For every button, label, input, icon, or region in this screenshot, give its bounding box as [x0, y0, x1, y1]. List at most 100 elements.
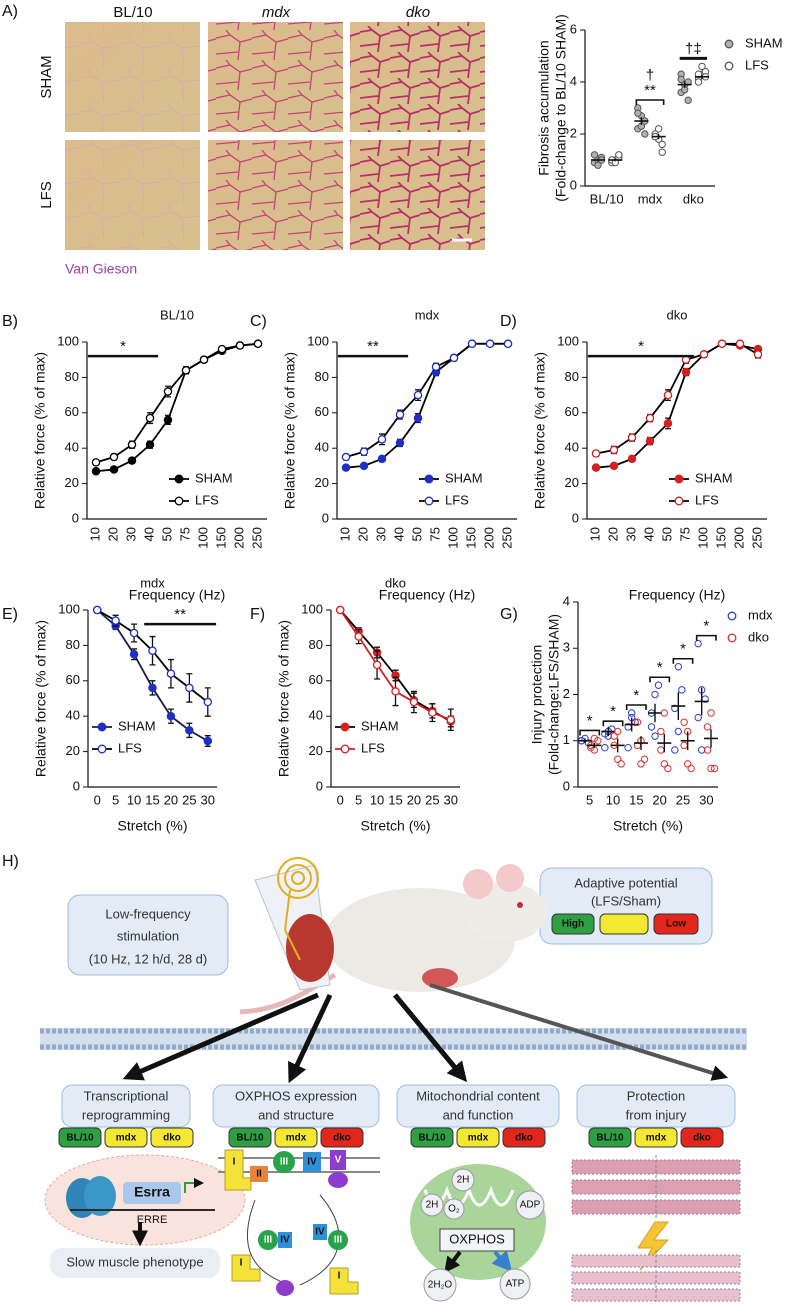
data-point [185, 726, 194, 735]
x-axis-label: Frequency (Hz) [379, 587, 475, 603]
data-point [627, 454, 637, 464]
legend-label: mdx [748, 607, 773, 622]
legend-high [551, 913, 595, 935]
badge [150, 1127, 194, 1148]
y-tick-label: 20 [309, 743, 323, 758]
legend-label: LFS [445, 492, 469, 507]
annotation: ** [644, 82, 656, 99]
data-point [395, 438, 405, 448]
data-point [683, 760, 692, 768]
complex-i [231, 1254, 261, 1282]
data-point [449, 353, 459, 363]
badge [228, 1127, 272, 1148]
annotation: * [120, 338, 126, 355]
annotation: †‡ [685, 40, 702, 57]
data-point [634, 109, 642, 117]
panel-label: H) [2, 853, 19, 870]
badge-label: BL/10 [66, 1133, 94, 1144]
chart-title: BL/10 [160, 307, 194, 322]
complex-v [330, 1150, 346, 1170]
y-tick-label: 100 [58, 601, 80, 616]
diagram-text: 2H [457, 1175, 470, 1186]
stimulation-box [67, 894, 229, 976]
mouse-eye [517, 902, 523, 908]
legend-marker [724, 61, 734, 71]
data-point [694, 639, 702, 648]
data-point [687, 764, 695, 773]
y-tick-label: 80 [65, 369, 79, 384]
annotation: * [703, 618, 709, 635]
x-tick-label: 40 [391, 527, 406, 541]
y-tick-label: 0 [563, 778, 570, 793]
bracket [625, 704, 647, 710]
data-point [640, 755, 649, 763]
x-tick-label: 15 [388, 792, 402, 807]
molecule [451, 1168, 475, 1192]
badge-label: mdx [468, 1133, 489, 1144]
chart-title: mdx [140, 575, 165, 590]
y-tick-label: 0 [72, 510, 79, 525]
bracket [602, 720, 624, 727]
complex-label: I [338, 1271, 341, 1282]
data-point [591, 463, 601, 472]
legend-label: SHAM [195, 470, 233, 485]
x-tick-label: 5 [355, 792, 362, 807]
data-point [148, 683, 157, 693]
bracket [672, 657, 694, 664]
data-point [503, 339, 513, 349]
data-point [591, 449, 601, 458]
y-tick-label: 100 [57, 333, 79, 348]
mouse-ear [496, 864, 524, 892]
data-point [645, 413, 655, 423]
y-axis-label: Relative force (% of max) [276, 620, 292, 777]
data-point [660, 709, 669, 717]
data-point [467, 339, 477, 349]
data-point [372, 660, 382, 670]
legend-label: LFS [695, 492, 719, 507]
legend-label: SHAM [361, 718, 399, 733]
data-point [594, 161, 602, 169]
complex-ii [250, 1166, 268, 1182]
badge-label: dko [163, 1133, 181, 1144]
x-tick-label: 10 [337, 527, 352, 541]
complex-label: III [334, 1235, 343, 1246]
complex-i [224, 1149, 252, 1191]
data-point [677, 75, 685, 84]
x-tick-label: 250 [749, 527, 764, 549]
x-axis-label: Stretch (%) [117, 818, 187, 834]
x-tick-label: 30 [201, 792, 215, 807]
data-point [633, 718, 642, 726]
mitochondrion [410, 1164, 546, 1280]
data-point [694, 713, 702, 722]
x-tick-label: 5 [112, 792, 119, 807]
data-point [680, 741, 688, 750]
y-axis-label: Injury protection [529, 645, 545, 745]
complex-label: IV [307, 1157, 317, 1168]
annotation: * [610, 703, 616, 720]
legend-label: LFS [195, 492, 219, 507]
annotation: ** [174, 606, 186, 623]
membrane [247, 1199, 291, 1286]
data-point [431, 362, 441, 372]
y-tick-label: 80 [66, 637, 80, 652]
data-point [698, 62, 706, 71]
diagram-text: OXPHOS expression [235, 1088, 357, 1103]
panel-label: F) [250, 606, 265, 623]
y-tick-label: 40 [565, 440, 579, 455]
data-point [341, 463, 351, 472]
data-point [335, 605, 345, 615]
y-tick-label: 0 [316, 778, 323, 793]
x-tick-label: 100 [445, 527, 460, 549]
diagram-text: 2H [426, 1200, 439, 1211]
complex-iv [313, 1224, 327, 1240]
badge-label: dko [333, 1133, 351, 1144]
y-tick-label: 80 [309, 637, 323, 652]
x-tick-label: 30 [699, 792, 713, 807]
y-tick-label: 40 [309, 708, 323, 723]
bracket [635, 99, 665, 105]
x-axis-label: Frequency (Hz) [629, 587, 725, 603]
data-point [127, 456, 137, 465]
data-point [109, 452, 119, 462]
complex-iii [328, 1230, 348, 1250]
